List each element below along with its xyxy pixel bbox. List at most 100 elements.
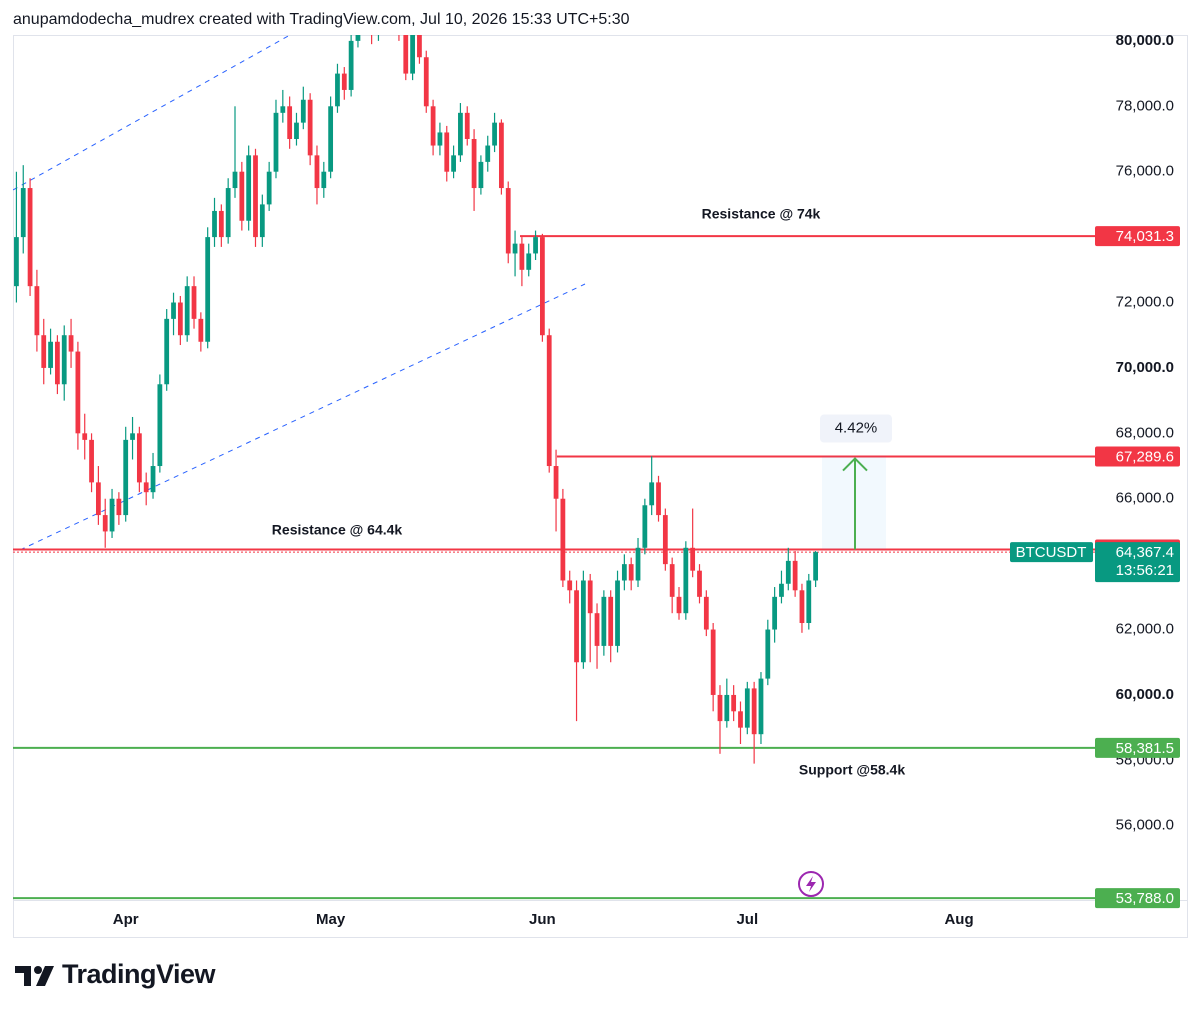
candle-body [212, 210, 217, 238]
annotation: Support @58.4k [799, 762, 905, 778]
candle-body [806, 580, 812, 624]
levels [13, 235, 1095, 900]
candle-body [799, 590, 805, 624]
candle-body [239, 171, 245, 221]
candle-body [198, 318, 204, 342]
symbol-label: BTCUSDT [1016, 544, 1087, 561]
candle-body [533, 237, 538, 254]
level-label-bg [1095, 888, 1180, 909]
candle-body [635, 547, 641, 581]
candle-body [184, 286, 190, 336]
candle-body [471, 138, 477, 189]
candle-body [430, 106, 436, 146]
candle-body [690, 547, 696, 571]
candle-body [765, 629, 771, 679]
footer-brand: TradingView [62, 959, 217, 989]
candle-body [300, 99, 306, 123]
candle-body [27, 188, 33, 287]
candle-body [41, 335, 47, 368]
candle-body [656, 482, 661, 516]
candle-body [150, 466, 156, 493]
candle-body [553, 466, 559, 499]
y-tick-label: 78,000.0 [1116, 97, 1174, 114]
candle-body [102, 515, 108, 532]
level-label: 58,381.5 [1116, 740, 1174, 757]
y-tick-label: 72,000.0 [1116, 293, 1174, 310]
candle-body [649, 482, 655, 506]
candle-body [464, 112, 470, 139]
candle-body [335, 73, 340, 107]
candle-body [574, 590, 579, 663]
candle-body [225, 188, 231, 238]
candle-body [785, 560, 791, 584]
candle-body [109, 498, 115, 532]
candle-body [444, 132, 450, 172]
candle-body [280, 106, 286, 113]
plot [13, 35, 1095, 900]
candle-body [171, 302, 176, 319]
candle-body [307, 99, 313, 156]
measure-label: 4.42% [835, 420, 878, 437]
y-tick-label: 80,000.0 [1116, 32, 1174, 49]
level-label: 53,788.0 [1116, 890, 1174, 907]
candle-body [232, 171, 238, 189]
candle-body [608, 596, 614, 646]
y-tick-label: 62,000.0 [1116, 621, 1174, 638]
candle-body [526, 253, 532, 270]
candle-body [744, 688, 750, 728]
event-icon[interactable] [798, 871, 824, 897]
candle-body [683, 547, 689, 614]
level-label-bg [1095, 226, 1180, 247]
y-tick-label: 60,000.0 [1116, 686, 1174, 703]
candle-body [546, 335, 552, 467]
candle-body [130, 433, 135, 440]
candle-body [669, 564, 675, 597]
candle-body [266, 171, 272, 205]
annotation: Resistance @ 74k [702, 206, 821, 222]
candle-body [136, 433, 142, 483]
candle-body [61, 335, 67, 385]
x-tick-label: Aug [944, 911, 973, 928]
x-tick-label: May [316, 911, 346, 928]
candle-body [123, 439, 129, 516]
candle-body [287, 106, 293, 139]
candle-body [205, 237, 211, 342]
level-label-bg [1095, 446, 1180, 467]
candle-body [451, 155, 456, 172]
candle-body [294, 122, 299, 139]
candle-body [48, 341, 53, 368]
candle-body [717, 694, 723, 722]
y-tick-label: 66,000.0 [1116, 490, 1174, 507]
chart-frame [13, 35, 1188, 938]
candle-body [82, 433, 88, 440]
candle-body [758, 678, 764, 735]
level-label-bg [1095, 737, 1180, 758]
measure-label-bg [820, 414, 892, 443]
measure [822, 456, 886, 550]
candle-body [423, 57, 429, 107]
candle-body [321, 171, 327, 189]
candle-body [587, 580, 593, 614]
candle-body [410, 35, 415, 74]
candle-body [492, 122, 497, 146]
y-tick-label: 68,000.0 [1116, 424, 1174, 441]
candle-body [164, 318, 170, 385]
candle-body [505, 188, 511, 254]
candles [14, 35, 819, 764]
candle-body [355, 35, 361, 41]
candle-body [20, 188, 26, 238]
candle-body [485, 145, 491, 162]
candle-body [403, 35, 409, 74]
candle-body [253, 155, 258, 238]
countdown-label: 13:56:21 [1116, 562, 1174, 579]
candle-body [273, 112, 279, 172]
header: anupamdodecha_mudrex created with Tradin… [13, 11, 630, 28]
x-tick-label: Apr [113, 911, 139, 928]
candle-body [177, 302, 183, 336]
candle-body [621, 564, 627, 581]
candle-body [560, 498, 566, 581]
candle-body [314, 155, 320, 189]
candle-body [567, 580, 573, 591]
candle-body [615, 580, 620, 646]
candle-body [55, 341, 60, 385]
